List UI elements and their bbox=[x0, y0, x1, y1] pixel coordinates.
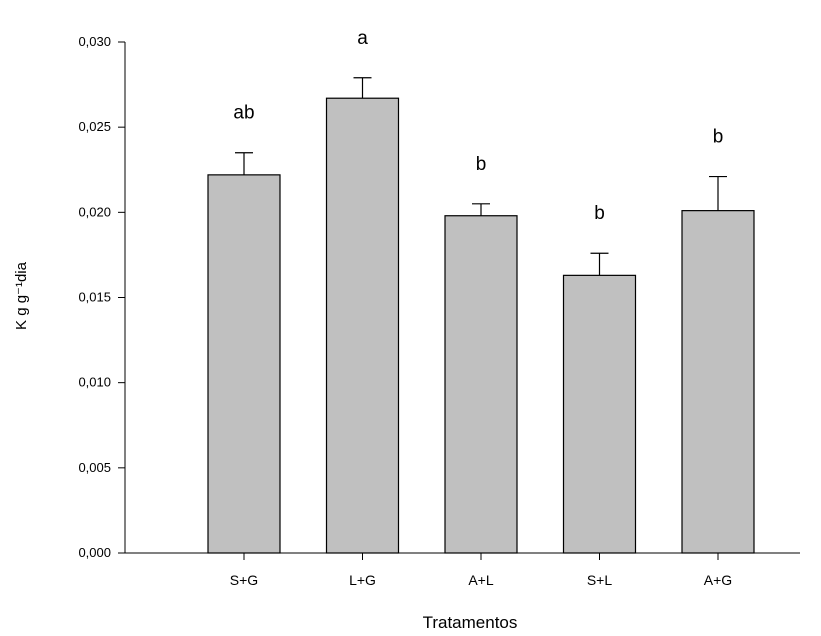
y-axis-ticks: 0,000 0,005 0,010 0,015 0,020 0,025 0,030 bbox=[78, 34, 125, 560]
bar-a-plus-l bbox=[444, 215, 518, 554]
x-category-label: A+L bbox=[468, 572, 494, 588]
significance-letter: ab bbox=[233, 103, 254, 124]
error-bars bbox=[235, 77, 727, 276]
x-category-label: L+G bbox=[349, 572, 376, 588]
x-axis-title: Tratamentos bbox=[423, 613, 518, 632]
x-axis-category-labels: S+G L+G A+L S+L A+G bbox=[230, 553, 732, 588]
x-category-label: S+G bbox=[230, 572, 258, 588]
significance-letter: b bbox=[594, 203, 605, 224]
y-tick-label: 0,000 bbox=[78, 545, 111, 560]
y-axis-title: K g g⁻¹dia bbox=[13, 261, 30, 330]
significance-letter: b bbox=[713, 127, 724, 148]
significance-letter: b bbox=[476, 154, 487, 175]
y-tick-label: 0,030 bbox=[78, 34, 111, 49]
bar-s-plus-g bbox=[207, 174, 281, 554]
y-tick-label: 0,010 bbox=[78, 375, 111, 390]
significance-letter: a bbox=[357, 28, 368, 49]
y-tick-label: 0,005 bbox=[78, 460, 111, 475]
bar-l-plus-g bbox=[325, 97, 400, 554]
bar-s-plus-l bbox=[562, 274, 637, 554]
bars bbox=[207, 97, 755, 554]
y-tick-label: 0,025 bbox=[78, 119, 111, 134]
y-tick-label: 0,020 bbox=[78, 204, 111, 219]
bar-a-plus-g bbox=[681, 210, 755, 554]
x-category-label: A+G bbox=[704, 572, 732, 588]
x-category-label: S+L bbox=[587, 572, 613, 588]
y-tick-label: 0,015 bbox=[78, 290, 111, 305]
